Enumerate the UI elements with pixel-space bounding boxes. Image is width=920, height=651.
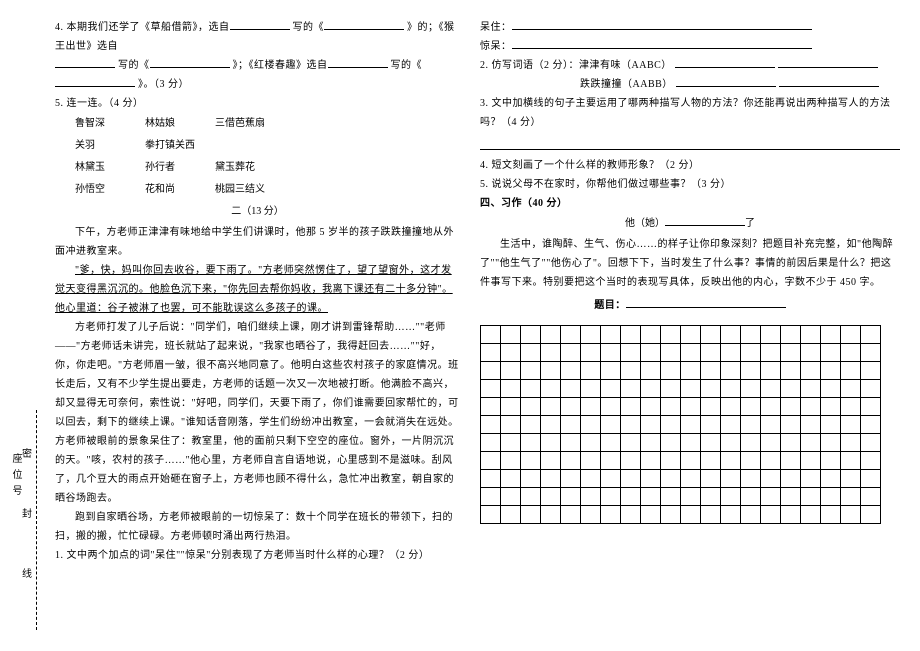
passage-p1: 下午，方老师正津津有味地给中学生们讲课时，他那 5 岁半的孩子跌跌撞撞地从外面冲… — [55, 223, 460, 261]
q2b-text: 跌跌撞撞（AABB） — [580, 79, 673, 90]
composition-prompt: 生活中，谁陶醉、生气、伤心……的样子让你印象深刻？把题目补充完整，如"他陶醉了"… — [480, 235, 900, 292]
blank — [328, 57, 388, 68]
match-block: 鲁智深林姑娘三借芭蕉扇 关羽拳打镇关西 林黛玉孙行者黛玉葬花 孙悟空花和尚桃园三… — [55, 113, 460, 201]
seal-char-1: 密 — [22, 445, 32, 460]
reading-q3: 3. 文中加横线的句子主要运用了哪两种描写人物的方法？你还能再说出两种描写人的方… — [480, 94, 900, 132]
blank — [324, 19, 404, 30]
ans-jd: 惊呆： — [480, 37, 900, 56]
q4-text-a: 4. 本期我们还学了《草船借箭》，选自 — [55, 22, 230, 33]
blank — [675, 57, 775, 68]
q2a-text: 2. 仿写词语（2 分）：津津有味（AABC） — [480, 60, 672, 71]
left-column: 4. 本期我们还学了《草船借箭》，选自 写的《 》的；《猴王出世》选自 写的《 … — [55, 18, 460, 633]
blank — [665, 215, 745, 226]
passage-p3: 方老师打发了儿子后说："同学们，咱们继续上课，刚才讲到雷锋帮助……""老师——"… — [55, 318, 460, 508]
seat-number-label: 座位号 — [8, 453, 23, 501]
reading-q4: 4. 短文刻画了一个什么样的教师形象？（2 分） — [480, 156, 900, 175]
right-column: 呆住： 惊呆： 2. 仿写词语（2 分）：津津有味（AABC） 跌跌撞撞（AAB… — [480, 18, 900, 633]
title-label: 题目： — [594, 300, 626, 311]
q5-title: 5. 连一连。（4 分） — [55, 94, 460, 113]
blank — [779, 76, 879, 87]
match-row: 林黛玉孙行者黛玉葬花 — [75, 157, 460, 179]
q4-text-g: 》。（3 分） — [138, 79, 189, 90]
q4-text-e: 》；《红楼春趣》选自 — [233, 60, 328, 71]
match-row: 鲁智深林姑娘三借芭蕉扇 — [75, 113, 460, 135]
reading-q1: 1. 文中两个加点的词"呆住""惊呆"分别表现了方老师当时什么样的心理？（2 分… — [55, 546, 460, 565]
blank — [150, 57, 230, 68]
binding-sidebar: 座位号 密 封 线 — [0, 0, 48, 651]
section-2-title: 二（13 分） — [55, 201, 460, 223]
q4-line3: 》。（3 分） — [55, 75, 460, 94]
composition-prompt-title: 他（她） 了 — [480, 213, 900, 235]
passage-p2: "爹，快，妈叫你回去收谷，要下雨了。"方老师突然愣住了，望了望窗外，这才发觉天变… — [55, 261, 460, 318]
blank — [512, 19, 812, 30]
q4-line: 4. 本期我们还学了《草船借箭》，选自 写的《 》的；《猴王出世》选自 — [55, 18, 460, 56]
match-row: 孙悟空花和尚桃园三结义 — [75, 179, 460, 201]
q4-text-f: 写的《 — [391, 60, 423, 71]
composition-title-line: 题目： — [480, 296, 900, 315]
match-row: 关羽拳打镇关西 — [75, 135, 460, 157]
passage-p4: 跑到自家晒谷场，方老师被眼前的一切惊呆了：数十个同学在班长的带领下，扫的扫，搬的… — [55, 508, 460, 546]
reading-q5: 5. 说说父母不在家时，你帮他们做过哪些事？（3 分） — [480, 175, 900, 194]
q4-line2: 写的《 》；《红楼春趣》选自 写的《 — [55, 56, 460, 75]
seal-char-3: 线 — [22, 565, 32, 580]
blank — [55, 57, 115, 68]
seal-line — [36, 410, 37, 630]
writing-grid — [480, 325, 881, 524]
blank — [230, 19, 290, 30]
ans-dz: 呆住： — [480, 18, 900, 37]
blank — [676, 76, 776, 87]
q4-text-b: 写的《 — [293, 22, 325, 33]
reading-q2a: 2. 仿写词语（2 分）：津津有味（AABC） — [480, 56, 900, 75]
blank — [778, 57, 878, 68]
fill-a: 他（她） — [625, 218, 665, 229]
q4-text-d: 写的《 — [118, 60, 150, 71]
blank — [55, 76, 135, 87]
fill-b: 了 — [745, 218, 755, 229]
dz-label: 呆住： — [480, 22, 512, 33]
answer-line — [480, 136, 900, 150]
reading-q2b: 跌跌撞撞（AABB） — [480, 75, 900, 94]
jd-label: 惊呆： — [480, 41, 512, 52]
section-4-title: 四、习作（40 分） — [480, 194, 900, 213]
blank — [512, 38, 812, 49]
seal-char-2: 封 — [22, 505, 32, 520]
blank — [626, 297, 786, 308]
